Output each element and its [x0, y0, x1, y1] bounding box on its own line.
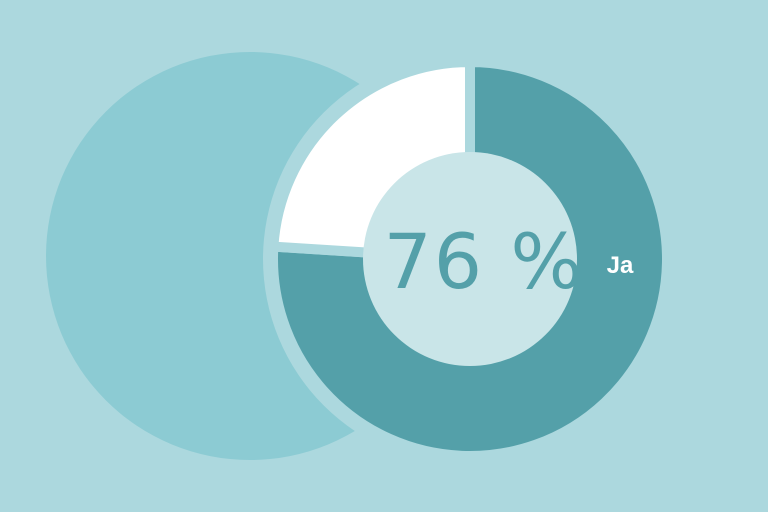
- center-percentage-label: 76 %: [383, 217, 584, 306]
- slice-label-ja: Ja: [607, 252, 634, 279]
- donut-center: [363, 152, 577, 366]
